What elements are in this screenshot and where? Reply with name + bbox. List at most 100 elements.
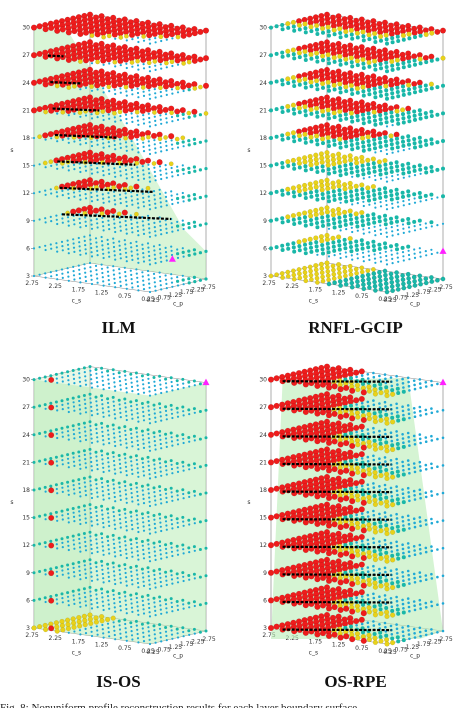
data-point — [60, 564, 64, 568]
data-point — [401, 84, 405, 89]
data-point — [382, 55, 389, 62]
data-point — [169, 514, 173, 518]
data-point — [314, 23, 320, 29]
data-point — [165, 390, 168, 393]
data-point — [182, 145, 185, 148]
data-point — [395, 552, 400, 557]
data-point — [165, 93, 168, 96]
data-point — [302, 182, 308, 188]
data-point — [389, 569, 393, 572]
data-point — [361, 282, 366, 287]
data-point — [44, 217, 47, 220]
data-point — [396, 639, 401, 644]
data-point — [372, 497, 378, 503]
data-point — [78, 166, 82, 169]
data-point — [136, 170, 139, 173]
data-point — [164, 195, 168, 198]
data-point — [395, 282, 401, 288]
data-point — [125, 584, 128, 587]
data-point — [67, 438, 70, 441]
data-point — [142, 232, 146, 235]
data-point — [327, 116, 331, 121]
data-point — [367, 198, 371, 203]
data-point — [168, 161, 174, 167]
data-point — [124, 627, 127, 630]
data-point — [384, 440, 389, 445]
data-point — [95, 455, 98, 458]
data-point — [315, 193, 319, 198]
data-point — [134, 371, 138, 375]
data-point — [146, 593, 150, 597]
z-tick-label: 18 — [22, 135, 30, 142]
data-point — [412, 545, 416, 548]
z-tick-label: 12 — [22, 542, 30, 549]
data-point — [389, 161, 393, 166]
data-point — [159, 141, 162, 145]
data-point — [198, 168, 202, 172]
data-point — [90, 520, 93, 523]
data-point — [286, 246, 291, 251]
data-point — [147, 432, 150, 436]
data-point — [368, 176, 371, 179]
data-point — [325, 158, 331, 164]
data-point — [141, 243, 144, 246]
data-point — [314, 548, 321, 555]
data-point — [72, 191, 76, 194]
data-point — [327, 88, 331, 93]
data-point — [366, 471, 372, 477]
data-point — [100, 371, 104, 374]
data-point — [160, 233, 163, 236]
data-point — [401, 492, 405, 495]
data-point — [124, 247, 127, 250]
data-point — [371, 275, 377, 281]
layer-12 — [267, 529, 445, 564]
data-point — [88, 503, 92, 507]
data-point — [170, 171, 174, 174]
data-point — [142, 90, 145, 93]
data-point — [148, 254, 151, 258]
data-point — [332, 248, 337, 253]
data-point — [112, 621, 115, 624]
data-point — [44, 244, 47, 247]
data-point — [153, 281, 156, 284]
cs-tick-label: 0.75 — [355, 645, 369, 652]
data-point — [291, 79, 296, 84]
data-point — [42, 160, 48, 166]
data-point — [377, 219, 382, 224]
data-point — [349, 32, 354, 37]
data-point — [355, 458, 358, 461]
data-point — [90, 626, 93, 629]
data-point — [119, 467, 122, 470]
data-point — [331, 189, 336, 194]
data-point — [349, 87, 354, 92]
data-point — [314, 244, 319, 249]
data-point — [164, 191, 167, 194]
data-point — [56, 519, 59, 522]
data-point — [165, 200, 168, 203]
data-point — [302, 104, 308, 110]
data-point — [341, 510, 349, 517]
data-point — [413, 225, 416, 228]
data-point — [153, 467, 156, 470]
data-point — [147, 218, 150, 222]
data-point — [130, 195, 133, 198]
data-point — [309, 194, 314, 199]
data-point — [406, 280, 412, 285]
data-point — [61, 380, 64, 383]
data-point — [90, 62, 94, 65]
data-point — [84, 438, 88, 441]
data-point — [125, 39, 128, 42]
data-point — [118, 431, 121, 434]
data-point — [379, 232, 383, 235]
data-point — [280, 137, 285, 142]
data-point — [330, 184, 336, 190]
data-point — [136, 573, 139, 576]
data-point — [153, 166, 156, 169]
data-point — [337, 413, 344, 420]
data-point — [152, 596, 156, 600]
data-point — [413, 581, 417, 584]
data-point — [394, 57, 400, 63]
data-point — [385, 41, 389, 46]
data-point — [366, 554, 372, 560]
data-point — [325, 494, 333, 502]
